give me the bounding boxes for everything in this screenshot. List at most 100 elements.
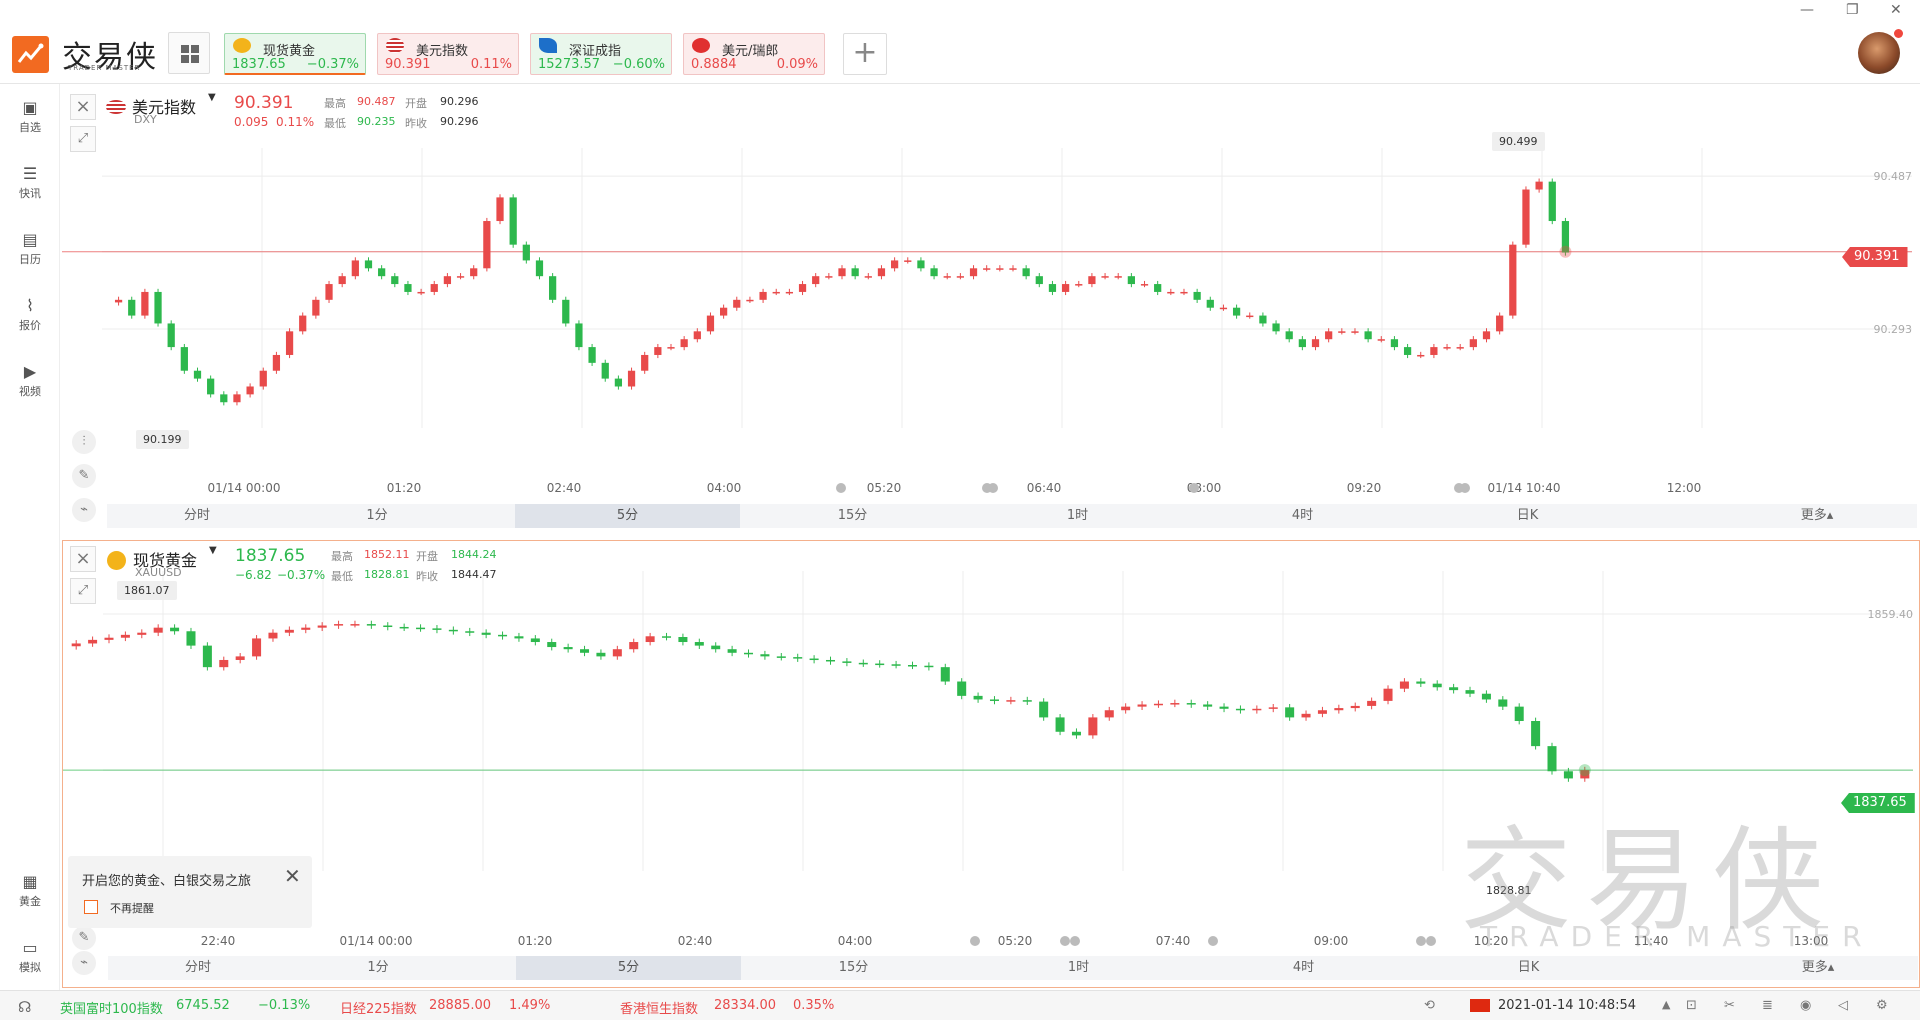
sidebar-item-quotes[interactable]: ⌇ 报价: [0, 298, 60, 333]
sidebar-item-gold[interactable]: ▦ 黄金: [0, 874, 60, 909]
quote-price: 90.391: [385, 57, 431, 72]
gold-chart[interactable]: 22:40 01/14 00:00 01:20 02:40 04:00 05:20 07:4…: [63, 541, 1919, 987]
candle: [170, 627, 180, 632]
restore-button[interactable]: ❐: [1846, 2, 1859, 18]
draw-tool-icon[interactable]: ✎: [72, 926, 96, 950]
avatar[interactable]: [1858, 32, 1900, 74]
instrument-name[interactable]: 美元指数: [132, 98, 197, 117]
indicator-tool-icon[interactable]: ⫶: [72, 430, 96, 454]
tab-1h[interactable]: 1时: [1066, 508, 1089, 523]
settings-icon[interactable]: ⚙: [1876, 998, 1888, 1013]
last-price-glow: [1578, 764, 1591, 777]
tab-4h[interactable]: 4时: [1292, 960, 1315, 975]
candle: [202, 645, 212, 668]
candle: [1547, 746, 1557, 772]
quote-card-shenzhen[interactable]: 深证成指 15273.57 −0.60%: [530, 33, 672, 75]
x-axis-label: 12:00: [1667, 481, 1702, 495]
mute-icon[interactable]: ◁: [1838, 998, 1848, 1013]
connection-icon[interactable]: ⟲: [1424, 998, 1435, 1013]
headset-icon[interactable]: ☊: [18, 998, 32, 1016]
tab-1m[interactable]: 1分: [367, 960, 389, 975]
add-quote-button[interactable]: +: [843, 33, 887, 75]
tab-1m[interactable]: 1分: [366, 508, 388, 523]
ticker-name[interactable]: 英国富时100指数: [60, 1002, 163, 1017]
grid-layout-button[interactable]: [168, 32, 210, 74]
pin-icon[interactable]: ⊡: [1686, 998, 1697, 1013]
ticker-name[interactable]: 日经225指数: [340, 1002, 417, 1017]
expand-chart-button[interactable]: ⤢: [70, 126, 96, 152]
x-axis-label: 10:20: [1474, 934, 1509, 948]
sidebar-item-label: 黄金: [19, 895, 41, 908]
tab-1h[interactable]: 1时: [1067, 960, 1090, 975]
close-chart-button[interactable]: ×: [70, 94, 96, 120]
expand-chart-button[interactable]: ⤢: [70, 578, 96, 604]
session-marker: [836, 483, 846, 493]
list-icon[interactable]: ≣: [1762, 998, 1773, 1013]
draw-tool-icon[interactable]: ✎: [72, 464, 96, 488]
price-change-pct: 0.11%: [276, 115, 315, 129]
tab-daily[interactable]: 日K: [1517, 960, 1540, 975]
candle: [272, 354, 281, 371]
tab-5m[interactable]: 5分: [515, 504, 740, 528]
candle: [580, 649, 590, 653]
ticker-name[interactable]: 香港恒生指数: [620, 1002, 699, 1017]
tab-4h[interactable]: 4时: [1291, 508, 1314, 523]
candle: [1432, 683, 1442, 688]
instrument-name[interactable]: 现货黄金: [133, 551, 198, 570]
sidebar-item-calendar[interactable]: ▤ 日历: [0, 232, 60, 267]
close-popup-icon[interactable]: ✕: [284, 864, 301, 888]
x-axis-label: 01/14 00:00: [208, 481, 281, 495]
candle: [334, 624, 344, 626]
close-chart-button[interactable]: ×: [70, 546, 96, 572]
tab-tick[interactable]: 分时: [183, 508, 210, 523]
quote-card-usd-index[interactable]: 美元指数 90.391 0.11%: [377, 33, 519, 75]
candle: [1443, 347, 1451, 349]
sidebar-item-news[interactable]: ☰ 快讯: [0, 166, 60, 201]
camera-icon[interactable]: ◉: [1800, 998, 1812, 1013]
dropdown-icon[interactable]: ▼: [208, 92, 216, 103]
tab-more[interactable]: 更多▴: [1801, 960, 1835, 975]
collapse-icon[interactable]: ▲: [1662, 998, 1671, 1011]
quote-card-gold[interactable]: 现货黄金 1837.65 −0.37%: [224, 33, 366, 75]
dont-remind-checkbox[interactable]: [84, 900, 98, 914]
candle: [858, 662, 868, 665]
checkbox-label: 不再提醒: [110, 902, 154, 915]
candle: [547, 642, 557, 648]
quote-price: 1837.65: [232, 57, 286, 72]
candle: [430, 284, 438, 292]
tab-more[interactable]: 更多▴: [1800, 508, 1834, 523]
quote-change: 0.11%: [470, 57, 512, 72]
gold-coin-icon: [107, 551, 126, 570]
tab-tick[interactable]: 分时: [184, 960, 211, 975]
chart-type-icon[interactable]: ⌁: [72, 498, 96, 522]
candle: [284, 629, 294, 633]
tools-icon[interactable]: ✂: [1724, 998, 1735, 1013]
sidebar-item-watchlist[interactable]: ▣ 自选: [0, 100, 60, 135]
tab-5m[interactable]: 5分: [516, 956, 741, 980]
candle: [193, 370, 202, 379]
tab-daily[interactable]: 日K: [1516, 508, 1539, 523]
dropdown-icon[interactable]: ▼: [209, 545, 217, 556]
candle: [614, 378, 623, 387]
current-price-tag: 1837.65: [1841, 793, 1915, 813]
chart-type-icon[interactable]: ⌁: [72, 951, 96, 975]
quote-card-usd-chf[interactable]: 美元/瑞郎 0.8884 0.09%: [683, 33, 825, 75]
sidebar-item-video[interactable]: ▶ 视频: [0, 364, 60, 399]
tab-15m[interactable]: 15分: [838, 960, 869, 975]
tab-15m[interactable]: 15分: [837, 508, 868, 523]
minimize-button[interactable]: —: [1800, 2, 1814, 18]
candle: [875, 663, 885, 666]
candle: [1449, 687, 1459, 691]
china-flag-icon: [1470, 999, 1490, 1012]
sidebar-item-simulate[interactable]: ▭ 模拟: [0, 940, 60, 975]
ticker-pct: −0.13%: [258, 998, 311, 1013]
candle: [641, 354, 649, 371]
sidebar-item-label: 自选: [19, 121, 41, 134]
candle: [104, 637, 114, 640]
close-window-button[interactable]: ✕: [1890, 2, 1902, 18]
candle: [1417, 354, 1425, 357]
candle: [1496, 315, 1504, 332]
candle: [1498, 699, 1508, 707]
candle: [1561, 221, 1570, 253]
usd-index-chart[interactable]: 01/14 00:00 01:20 02:40 04:00 05:20 06:40 08:0…: [62, 88, 1920, 530]
